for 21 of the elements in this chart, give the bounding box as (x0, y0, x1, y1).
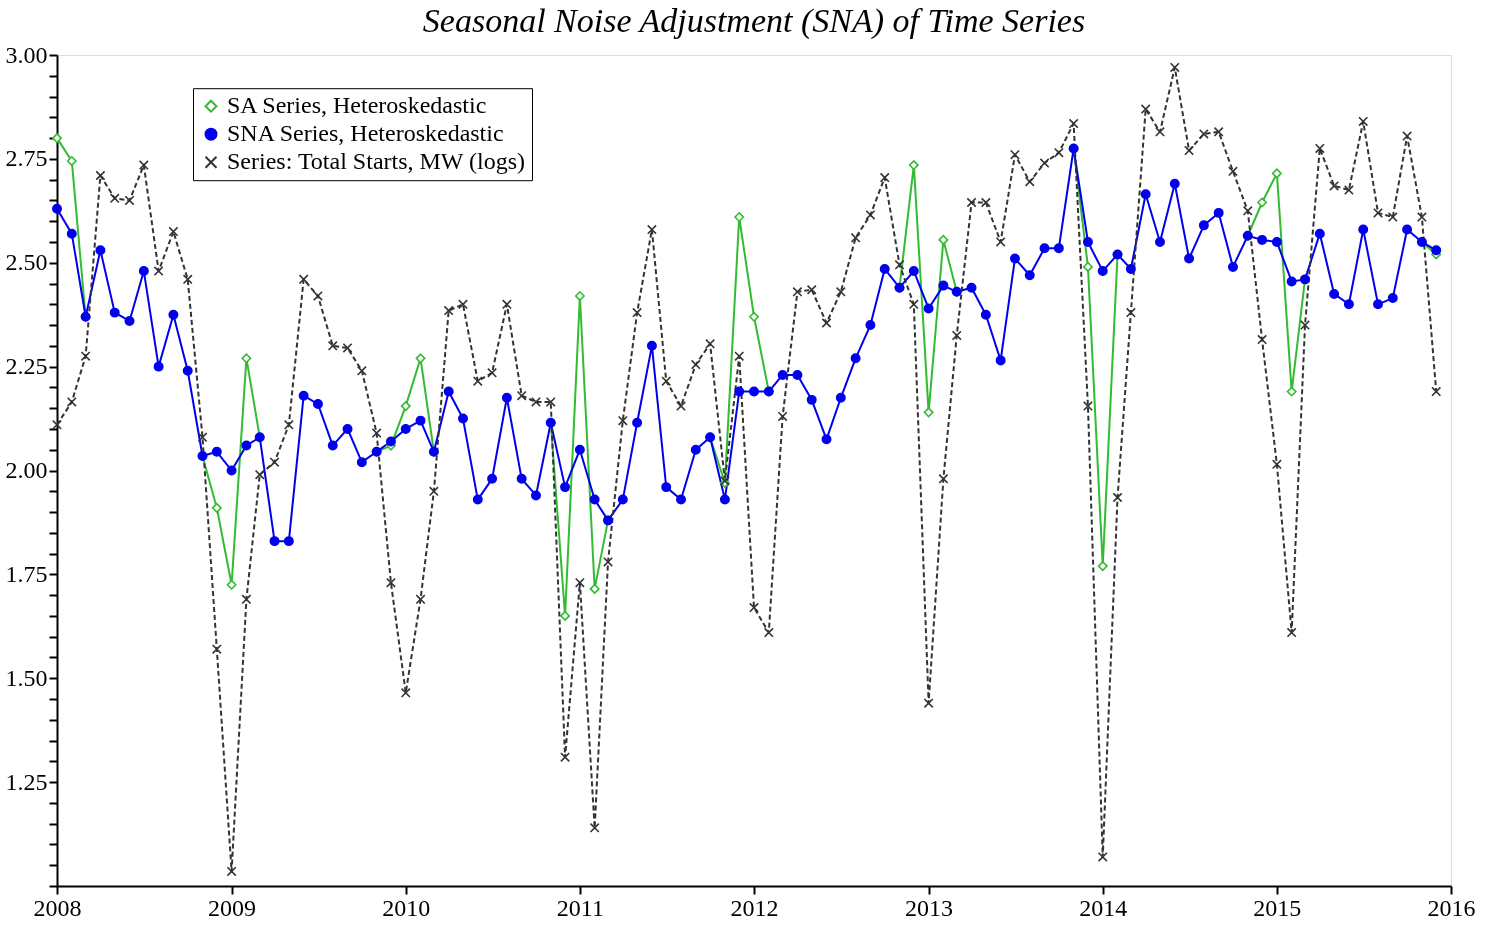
x-tick-label: 2010 (382, 894, 431, 921)
x-tick-label: 2016 (1427, 894, 1476, 921)
x-tick-label: 2013 (905, 894, 954, 921)
x-tick-label: 2011 (556, 894, 604, 921)
legend-label: SNA Series, Heteroskedastic (227, 120, 504, 147)
y-tick-label: 2.50 (5, 249, 48, 276)
chart-title: Seasonal Noise Adjustment (SNA) of Time Series (422, 2, 1086, 40)
x-tick-label: 2014 (1079, 894, 1128, 921)
legend-label: Series: Total Starts, MW (logs) (227, 148, 526, 175)
legend-label: SA Series, Heteroskedastic (227, 92, 487, 119)
x-tick-label: 2009 (208, 894, 257, 921)
x-tick-label: 2012 (730, 894, 779, 921)
y-tick-label: 1.25 (5, 768, 48, 795)
y-tick-label: 1.75 (5, 560, 48, 587)
x-tick-label: 2015 (1253, 894, 1302, 921)
y-tick-label: 2.75 (5, 145, 48, 172)
y-tick-label: 2.25 (5, 353, 48, 380)
y-tick-label: 2.00 (5, 457, 48, 483)
x-tick-label: 2008 (33, 894, 82, 921)
y-tick-label: 3.00 (5, 41, 48, 68)
y-tick-label: 1.50 (5, 664, 48, 691)
